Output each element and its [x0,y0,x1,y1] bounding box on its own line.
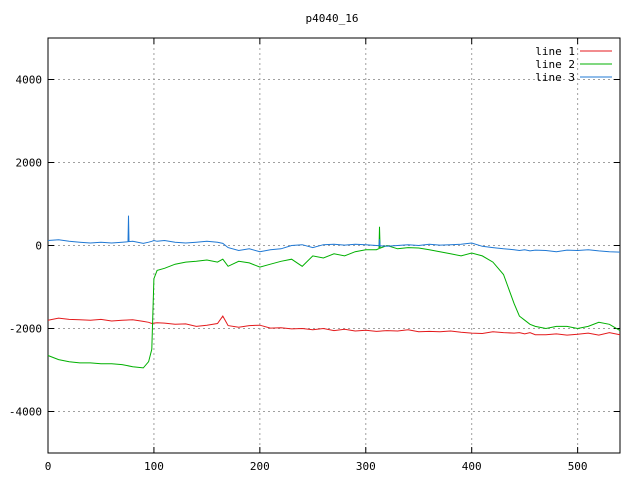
x-tick-label: 0 [45,460,52,473]
y-axis: -4000 -2000 0 2000 4000 [9,74,620,419]
x-tick-label: 300 [356,460,376,473]
chart-title: p4040_16 [306,12,359,25]
series-lines [47,215,621,369]
x-tick-label: 200 [250,460,270,473]
y-tick-label: 4000 [16,74,43,87]
y-tick-label: 2000 [16,157,43,170]
x-tick-label: 100 [144,460,164,473]
x-axis: 0 100 200 300 400 500 [45,38,588,473]
legend-label-3: line 3 [535,71,575,84]
legend-label-2: line 2 [535,58,575,71]
legend-label-1: line 1 [535,45,575,58]
grid [48,38,620,453]
x-tick-label: 500 [568,460,588,473]
y-tick-label: -4000 [9,406,42,419]
y-tick-label: -2000 [9,323,42,336]
y-tick-label: 0 [35,240,42,253]
x-tick-label: 400 [462,460,482,473]
series-line-1 [47,315,621,336]
series-line-3 [47,215,621,253]
series-line-2 [47,226,621,369]
